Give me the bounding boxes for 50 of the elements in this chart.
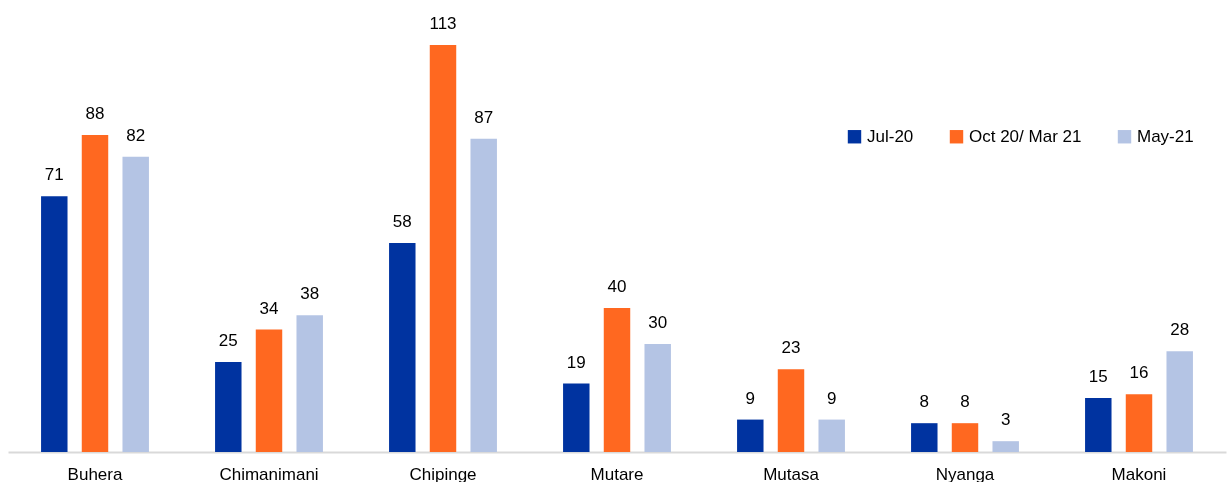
bar [215, 361, 242, 452]
bar [1085, 397, 1112, 452]
data-label: 23 [781, 338, 801, 358]
data-label: 9 [745, 388, 756, 408]
x-tick-label: Makoni [1111, 464, 1167, 484]
data-label: 8 [919, 392, 930, 412]
data-label: 71 [44, 165, 64, 185]
data-label: 82 [126, 125, 146, 145]
data-label: 30 [648, 312, 668, 332]
data-label: 8 [960, 392, 970, 412]
data-label: 15 [1088, 366, 1108, 386]
bar [737, 419, 764, 452]
x-tick-label: Mutare [590, 464, 644, 484]
data-label: 34 [259, 298, 279, 318]
bar [563, 383, 590, 452]
bar [992, 441, 1019, 452]
bar [911, 423, 938, 452]
data-label: 28 [1170, 320, 1190, 340]
x-tick-label: Chimanimani [219, 464, 319, 484]
x-tick-label: Mutasa [763, 464, 820, 484]
bar [818, 419, 845, 452]
bar [951, 423, 979, 452]
data-label: 113 [429, 14, 457, 33]
bar [603, 307, 631, 452]
data-label: 38 [300, 284, 320, 304]
legend-label: May-21 [1137, 126, 1194, 146]
x-tick-label: Buhera [67, 464, 123, 484]
bar [470, 138, 497, 452]
bar [41, 196, 68, 452]
data-label: 58 [392, 212, 412, 232]
data-label: 3 [1000, 410, 1011, 430]
data-label: 25 [218, 330, 238, 350]
bar [389, 243, 416, 452]
bar [1166, 351, 1193, 452]
bar [644, 343, 671, 452]
bar [429, 45, 457, 452]
data-label: 19 [566, 352, 586, 372]
legend-label: Oct 20/ Mar 21 [969, 126, 1082, 146]
bar [777, 369, 805, 452]
data-label: 9 [826, 388, 837, 408]
bar [255, 329, 283, 452]
bar [1125, 394, 1153, 452]
bar [296, 315, 323, 452]
data-label: 40 [607, 276, 627, 296]
bar [122, 156, 149, 452]
legend-label: Jul-20 [867, 126, 914, 146]
data-label: 87 [474, 107, 494, 127]
data-label: 16 [1129, 363, 1149, 383]
data-label: 88 [85, 104, 105, 124]
bar [81, 135, 109, 452]
